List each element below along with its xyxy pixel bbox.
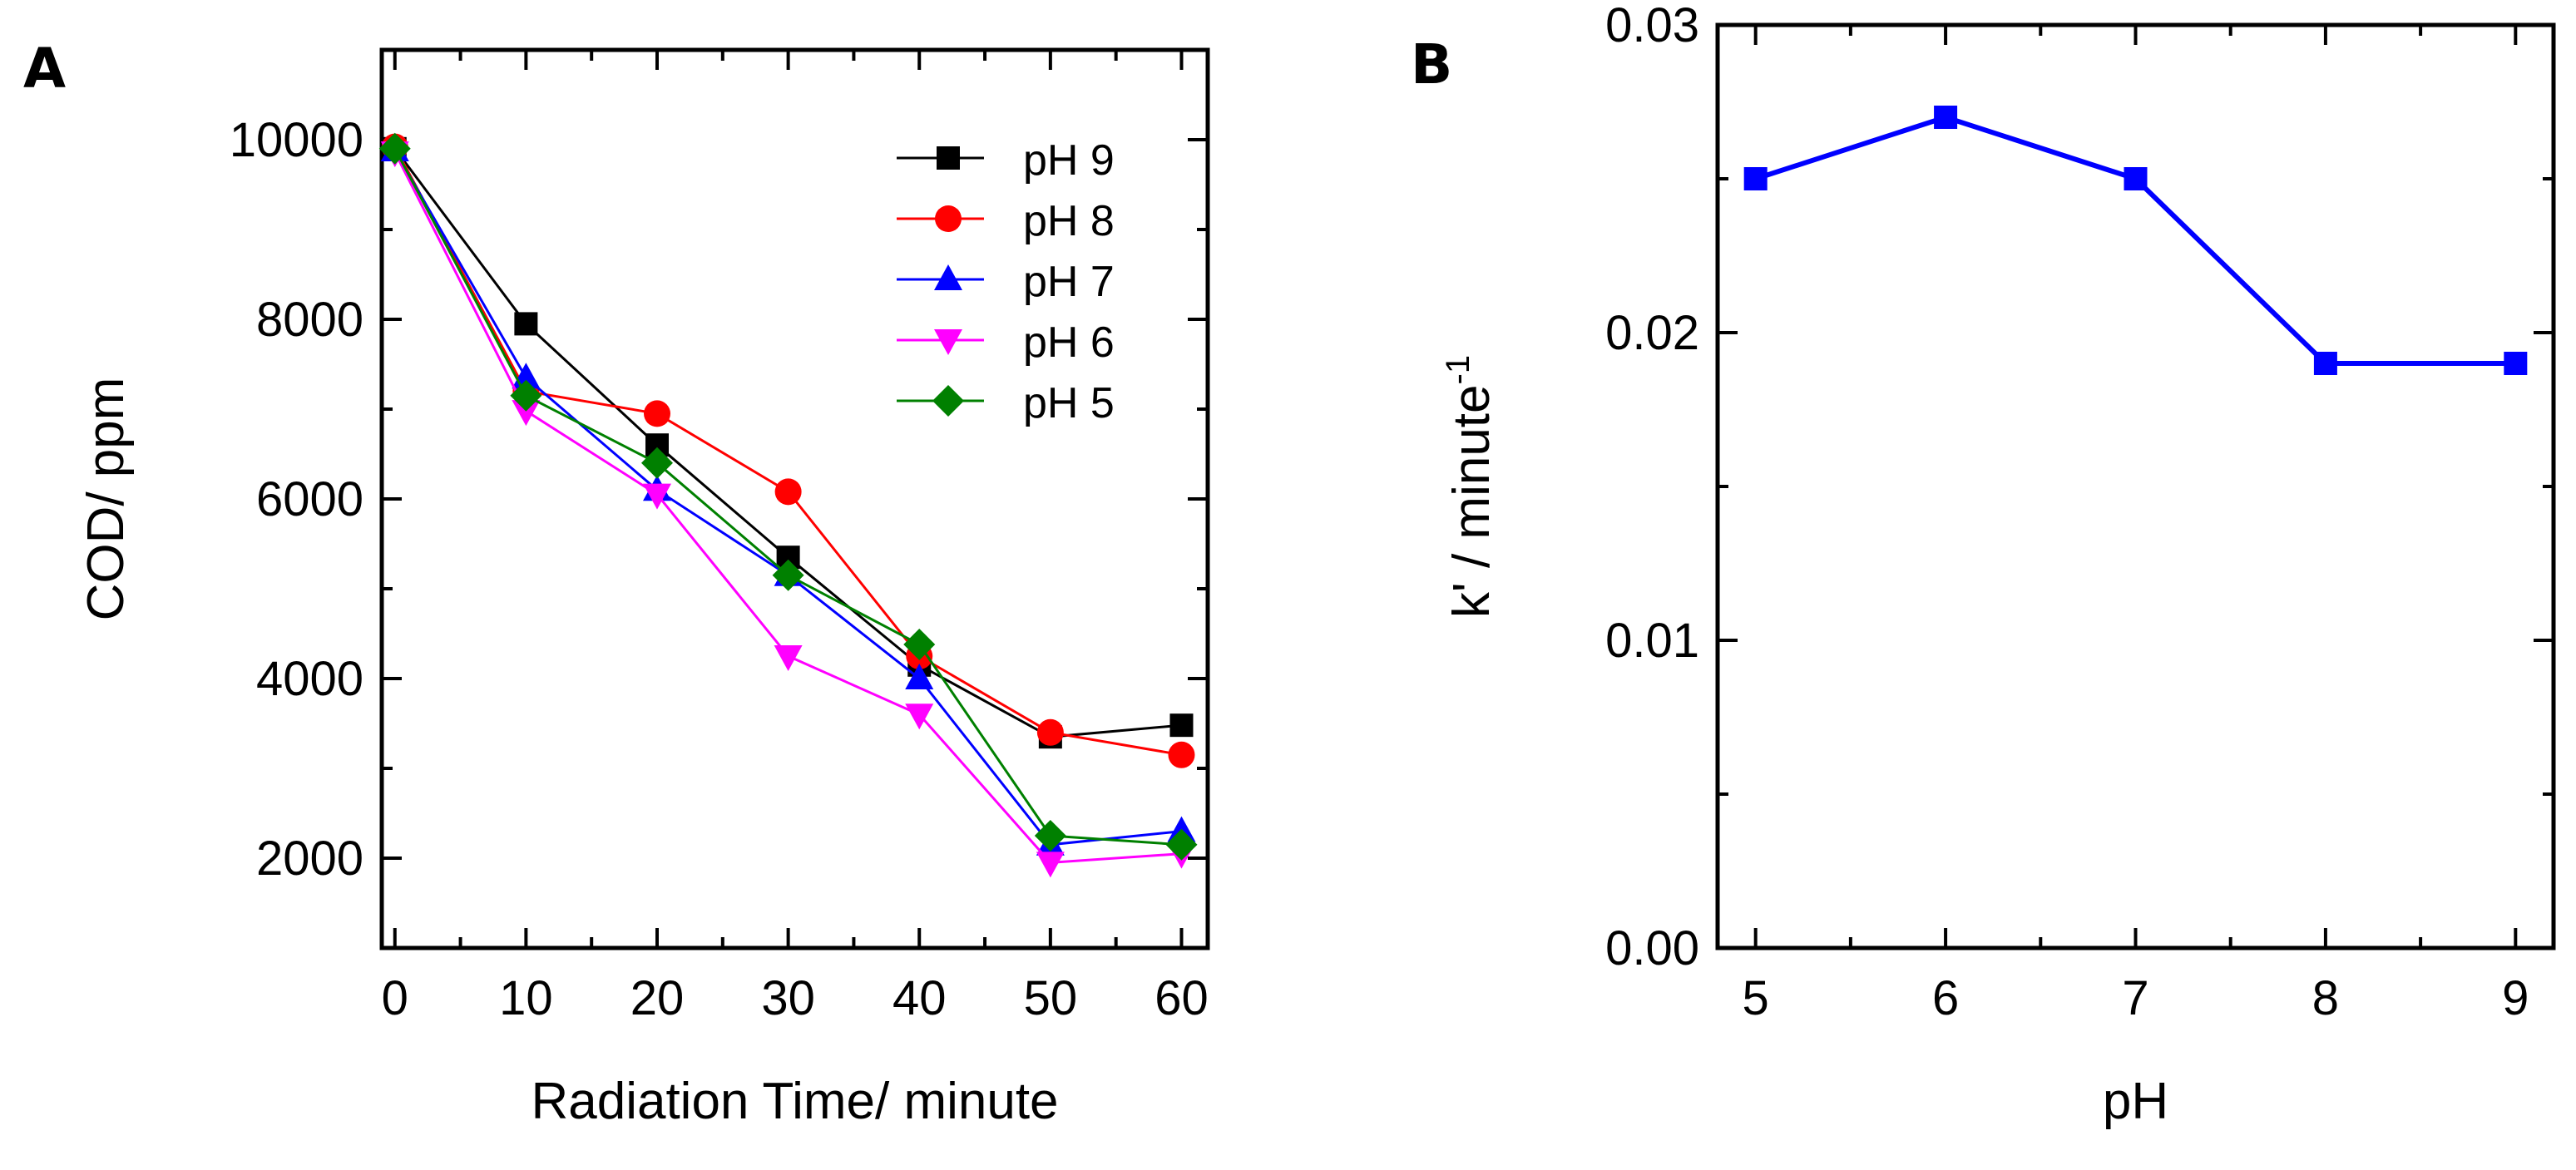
y-tick-label: 8000: [256, 293, 363, 347]
x-tick-label: 0: [382, 971, 408, 1025]
y-tick-label: 0.00: [1605, 921, 1699, 975]
x-tick-label: 20: [630, 971, 685, 1025]
y-tick-label: 2000: [256, 832, 363, 886]
data-point: [643, 483, 671, 510]
data-point: [905, 703, 934, 730]
legend-item: pH 5: [897, 379, 1115, 427]
legend-item: pH 9: [897, 136, 1115, 185]
x-tick-label: 9: [2502, 971, 2529, 1025]
data-point: [1034, 820, 1066, 852]
legend-marker: [937, 146, 960, 170]
legend-marker: [934, 264, 962, 290]
legend-label: pH 7: [1023, 258, 1115, 306]
x-axis-title: Radiation Time/ minute: [531, 1073, 1058, 1130]
legend-label: pH 8: [1023, 197, 1115, 245]
y-axis-title: COD/ ppm: [77, 378, 135, 621]
y-tick-label: 0.03: [1605, 0, 1699, 52]
x-tick-label: 10: [499, 971, 553, 1025]
data-point: [903, 628, 936, 660]
data-point: [905, 664, 934, 689]
data-point: [1934, 106, 1958, 129]
x-tick-label: 7: [2122, 971, 2148, 1025]
x-tick-label: 8: [2312, 971, 2339, 1025]
data-point: [510, 379, 542, 412]
x-tick-label: 60: [1155, 971, 1209, 1025]
panel-b: B 5 6 7 8 9 0.00 0.01 0.02 0.03 pH k' / minute-1: [1411, 0, 2556, 1130]
legend-label: pH 9: [1023, 136, 1115, 185]
legend-marker: [934, 329, 962, 355]
y-tick-label: 0.02: [1605, 306, 1699, 360]
data-point: [514, 312, 538, 336]
panel-letter: B: [1411, 32, 1452, 96]
legend-item: pH 6: [897, 318, 1115, 367]
data-point: [1743, 167, 1768, 190]
data-point: [1165, 828, 1198, 861]
x-tick-label: 5: [1743, 971, 1769, 1025]
y-tick-label: 10000: [230, 113, 363, 167]
data-point: [2504, 352, 2528, 375]
legend-marker: [932, 385, 964, 417]
data-point: [1169, 713, 1194, 738]
data-point: [378, 132, 411, 165]
x-tick-label: 40: [892, 971, 947, 1025]
data-point: [641, 447, 673, 479]
legend-label: pH 6: [1023, 318, 1115, 367]
x-tick-label: 50: [1024, 971, 1078, 1025]
legend-item: pH 8: [897, 197, 1115, 245]
data-point: [2124, 167, 2148, 190]
data-point: [772, 559, 804, 591]
y-tick-label: 6000: [256, 472, 363, 526]
panel-a: A 0 10 20 30 40 50 60 2000 4000 6000 8000 10000 Radia…: [23, 37, 1210, 1130]
panel-letter: A: [23, 37, 66, 101]
y-axis-title-superscript: -1: [1440, 355, 1476, 385]
y-axis-title-text: k' / minute: [1443, 384, 1501, 618]
x-tick-label: 6: [1932, 971, 1959, 1025]
data-point: [2313, 352, 2337, 375]
x-axis-title: pH: [2103, 1073, 2168, 1130]
data-point: [512, 400, 541, 427]
y-axis-title: k' / minute-1: [1440, 355, 1501, 618]
legend: pH 9 pH 8 pH 7 pH 6 pH 5: [897, 136, 1115, 427]
data-point: [774, 645, 803, 671]
data-point: [1036, 852, 1065, 878]
series-ph-5: [378, 132, 1198, 861]
y-tick-label: 4000: [256, 652, 363, 706]
legend-item: pH 7: [897, 258, 1115, 306]
series-k-: [1743, 106, 2528, 375]
data-point: [644, 400, 670, 427]
legend-marker: [935, 205, 962, 232]
y-tick-label: 0.01: [1605, 614, 1699, 668]
x-tick-label: 30: [761, 971, 815, 1025]
data-point: [1036, 718, 1064, 746]
data-point: [1168, 741, 1195, 768]
data-point: [774, 478, 802, 506]
y-axis-title-text: COD/ ppm: [77, 378, 135, 621]
legend-label: pH 5: [1023, 379, 1115, 427]
